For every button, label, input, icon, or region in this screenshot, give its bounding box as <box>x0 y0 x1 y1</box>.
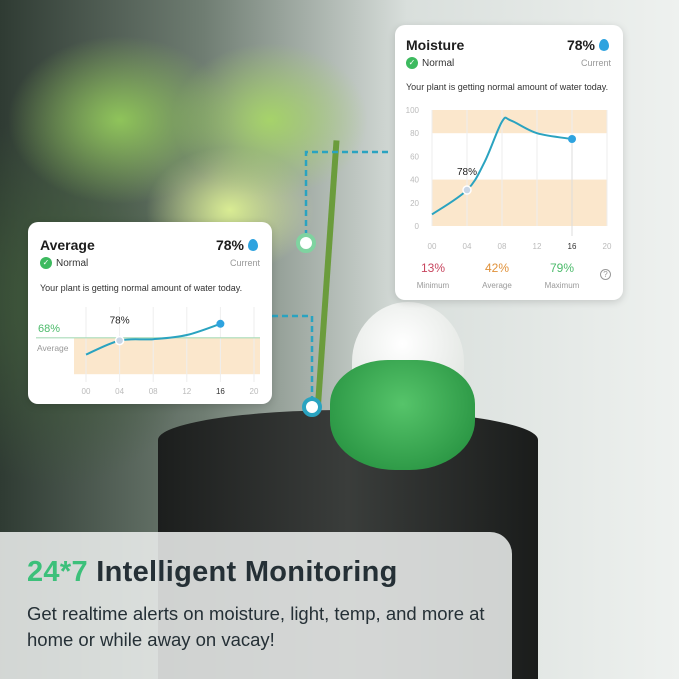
check-icon: ✓ <box>40 257 52 269</box>
value-text: 78% <box>215 237 244 253</box>
sensor-leaves <box>330 360 475 470</box>
y-tick-label: 20 <box>410 199 419 208</box>
y-tick-label: 40 <box>410 176 419 185</box>
moisture-card: Moisture 78% ✓ Normal Current Your plant … <box>395 25 623 300</box>
y-tick-label: 100 <box>406 106 420 115</box>
current-label: Current <box>229 258 260 268</box>
x-tick-label: 16 <box>216 387 225 396</box>
banner-highlight: 24*7 <box>27 556 88 588</box>
banner-title: 24*7 Intelligent Monitoring <box>27 556 485 589</box>
x-tick-label: 20 <box>603 242 612 251</box>
average-label: Average <box>37 343 69 353</box>
status-badge: ✓ Normal <box>40 257 88 269</box>
status-text: Normal <box>56 257 89 269</box>
x-tick-label: 00 <box>428 242 437 251</box>
average-card: Average 78% ✓ Normal Current Your plant i… <box>28 222 272 404</box>
sensor-point-marker <box>296 233 316 253</box>
stat-maximum: 79% Maximum <box>532 261 592 293</box>
y-tick-label: 80 <box>410 129 419 138</box>
x-tick-label: 00 <box>82 387 91 396</box>
stat-label: Average <box>482 281 512 290</box>
x-tick-label: 20 <box>250 387 259 396</box>
stat-value: 42% <box>484 261 510 275</box>
highlight-point <box>462 185 472 195</box>
x-tick-label: 12 <box>182 387 191 396</box>
current-value: 78% <box>216 237 258 253</box>
stat-value: 13% <box>420 261 446 275</box>
status-badge: ✓ Normal <box>406 57 454 69</box>
water-drop-icon <box>599 39 609 51</box>
stat-label: Maximum <box>544 281 580 290</box>
water-drop-icon <box>248 239 258 251</box>
stat-value: 79% <box>549 261 575 275</box>
y-tick-label: 0 <box>415 222 420 231</box>
y-tick-label: 60 <box>410 152 419 161</box>
current-label: Current <box>580 58 611 68</box>
below-average-band <box>74 337 260 375</box>
x-tick-label: 08 <box>498 242 507 251</box>
banner-title-text: Intelligent Monitoring <box>96 556 398 588</box>
check-icon: ✓ <box>406 57 418 69</box>
card-title: Moisture <box>406 37 465 53</box>
moisture-chart: 00 04 08 12 16 20 0 20 40 60 80 100 78% <box>406 106 612 251</box>
highlight-point <box>114 335 125 346</box>
current-point <box>568 135 576 143</box>
x-tick-label: 08 <box>149 387 158 396</box>
series-line <box>85 322 221 356</box>
description: Your plant is getting normal amount of w… <box>406 82 609 92</box>
description: Your plant is getting normal amount of w… <box>40 283 243 293</box>
current-value: 78% <box>567 37 609 53</box>
stat-minimum: 13% Minimum <box>403 261 463 293</box>
tooltip-label: 78% <box>110 316 130 327</box>
average-value: 68% <box>38 323 61 335</box>
sensor-point-marker <box>302 397 322 417</box>
banner-subtitle: Get realtime alerts on moisture, light, … <box>27 603 485 650</box>
question-circle-icon[interactable]: ? <box>600 269 611 280</box>
x-tick-label: 04 <box>115 387 124 396</box>
stat-average: 42% Average <box>467 261 527 293</box>
current-point <box>216 319 225 328</box>
value-text: 78% <box>566 37 595 53</box>
status-text: Normal <box>422 57 455 69</box>
card-title: Average <box>40 237 95 253</box>
stat-label: Minimum <box>416 281 450 290</box>
tooltip-label: 78% <box>457 167 477 178</box>
feature-banner: 24*7 Intelligent Monitoring Get realtime… <box>0 532 512 679</box>
average-chart: 00 04 08 12 16 20 78% <box>36 307 260 396</box>
range-band <box>432 110 607 134</box>
range-band <box>432 179 607 226</box>
x-tick-label: 04 <box>463 242 472 251</box>
x-tick-label: 12 <box>533 242 542 251</box>
x-tick-label: 16 <box>568 242 577 251</box>
